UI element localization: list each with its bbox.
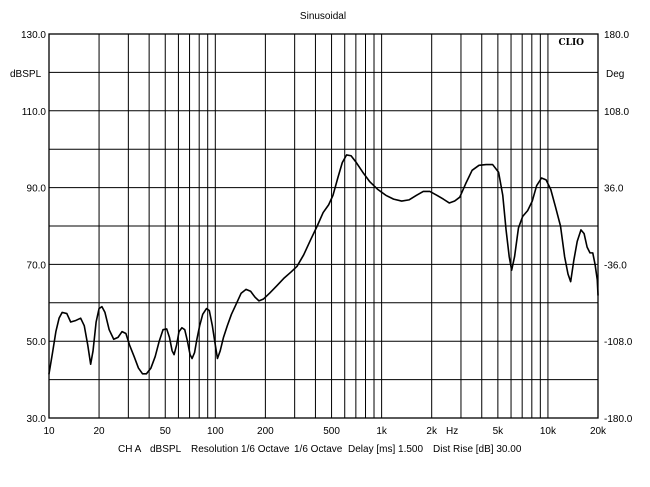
y2-tick-label: -36.0: [604, 260, 627, 271]
footer-dist-rise: Dist Rise [dB] 30.00: [433, 444, 522, 455]
footer-channel: CH A: [118, 444, 142, 455]
y-tick-label: 70.0: [27, 260, 47, 271]
tick-labels: 10 20 50 100 200 500 1k 2k 5k 10k 20k 130.0 110.0 90.…: [21, 30, 633, 437]
right-axis-unit-label: Deg: [606, 69, 624, 80]
x-tick-label: 10: [43, 426, 55, 437]
x-tick-label: 20k: [590, 426, 607, 437]
left-axis-unit-label: dBSPL: [10, 69, 42, 80]
y-tick-label: 110.0: [22, 107, 47, 118]
chart-title: Sinusoidal: [300, 11, 346, 22]
grid-lines: [49, 34, 598, 418]
y-tick-label: 30.0: [27, 414, 47, 425]
footer-info: CH A dBSPL Resolution 1/6 Octave 1/6 Oct…: [118, 444, 522, 455]
y2-tick-label: -108.0: [604, 337, 633, 348]
response-curve: [48, 154, 599, 375]
x-tick-label: 20: [93, 426, 105, 437]
x-tick-label: 500: [323, 426, 340, 437]
x-tick-label: 1k: [376, 426, 388, 437]
x-tick-label: 2k: [426, 426, 438, 437]
footer-delay: Delay [ms] 1.500: [348, 444, 423, 455]
x-tick-label: 10k: [540, 426, 557, 437]
y-tick-label: 50.0: [27, 337, 47, 348]
footer-resolution: Resolution 1/6 Octave: [191, 444, 290, 455]
y2-tick-label: 108.0: [604, 107, 629, 118]
y-tick-label: 130.0: [21, 30, 46, 41]
footer-smoothing: 1/6 Octave: [294, 444, 343, 455]
footer-unit: dBSPL: [150, 444, 182, 455]
plot-frame: [48, 33, 599, 419]
y2-tick-label: 36.0: [604, 184, 624, 195]
x-tick-label: 200: [257, 426, 274, 437]
response-series-line: [48, 154, 599, 375]
x-tick-label: 50: [160, 426, 172, 437]
x-tick-label: 5k: [493, 426, 505, 437]
clio-brand-label: CLIO: [558, 38, 584, 48]
x-tick-label: 100: [207, 426, 224, 437]
y2-tick-label: 180.0: [604, 30, 629, 41]
x-axis-unit-label: Hz: [446, 426, 458, 437]
y2-tick-label: -180.0: [604, 414, 633, 425]
y-tick-label: 90.0: [27, 184, 47, 195]
